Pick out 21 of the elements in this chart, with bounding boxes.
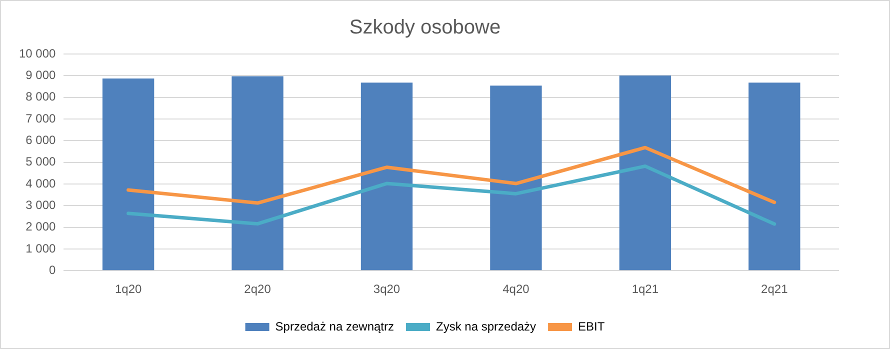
- x-tick-label: 4q20: [502, 282, 530, 296]
- y-tick-label: 7 000: [26, 111, 56, 126]
- y-tick-label: 6 000: [26, 132, 56, 147]
- legend-label: EBIT: [578, 319, 606, 334]
- y-tick-label: 4 000: [26, 176, 56, 190]
- y-tick-label: 1 000: [26, 241, 56, 256]
- x-tick-label: 3q20: [373, 282, 400, 296]
- chart-title: Szkody osobowe: [349, 16, 501, 39]
- legend-label: Zysk na sprzedaży: [436, 319, 536, 334]
- x-tick-label: 2q21: [761, 282, 788, 296]
- y-tick-label: 3 000: [26, 198, 56, 212]
- y-tick-label: 5 000: [26, 154, 56, 169]
- x-tick-label: 1q21: [632, 282, 659, 296]
- y-tick-label: 10 000: [19, 46, 56, 60]
- y-tick-label: 0: [49, 262, 56, 277]
- y-tick-label: 9 000: [26, 68, 56, 82]
- x-tick-label: 2q20: [244, 282, 272, 296]
- y-tick-label: 8 000: [26, 90, 56, 104]
- y-tick-label: 2 000: [26, 220, 56, 234]
- x-tick-label: 1q20: [114, 282, 142, 296]
- legend-label: Sprzedaż na zewnątrz: [275, 319, 394, 334]
